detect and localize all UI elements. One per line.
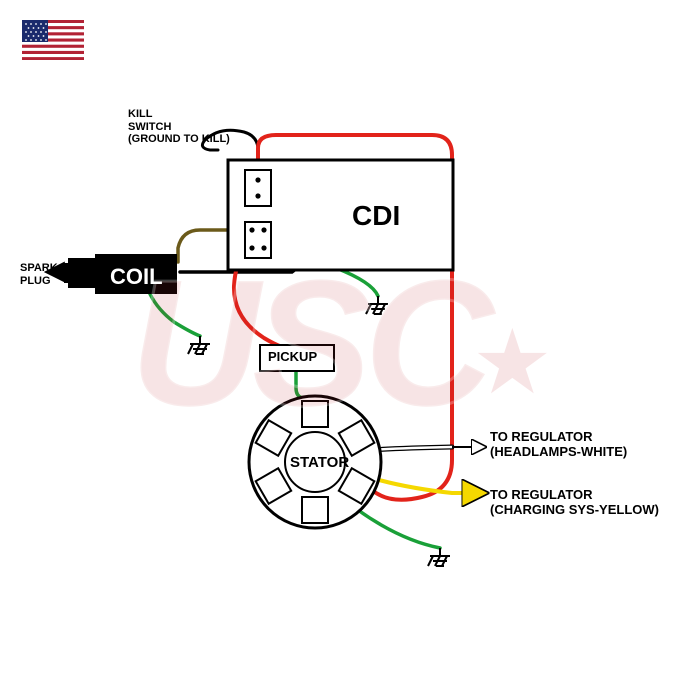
stator-label: STATOR (290, 454, 349, 471)
spark-plug-label: SPARK PLUG (20, 262, 58, 287)
cdi-label: CDI (352, 200, 400, 232)
pickup-label: PICKUP (268, 350, 317, 365)
cdi-box (228, 160, 453, 270)
stator-yellow-out (372, 478, 452, 493)
regulator-yellow-label: TO REGULATOR (CHARGING SYS-YELLOW) (490, 488, 659, 518)
diagram-canvas (0, 0, 700, 700)
us-flag-icon (22, 20, 84, 60)
pickup-green-to-stator (296, 371, 302, 398)
kill-switch-label: KILL SWITCH (GROUND TO KILL) (128, 108, 230, 146)
stator-green-ground (358, 510, 440, 548)
coil-label: COIL (110, 264, 163, 289)
coil-green-ground (150, 294, 200, 336)
regulator-white-label: TO REGULATOR (HEADLAMPS-WHITE) (490, 430, 627, 460)
